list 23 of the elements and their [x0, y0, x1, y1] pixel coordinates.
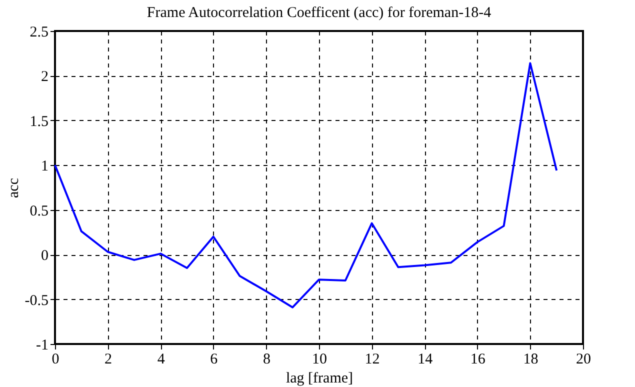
y-tick-label: 1 [41, 158, 48, 175]
y-tick-label: 2.5 [30, 24, 48, 40]
x-tick-label: 6 [210, 352, 218, 368]
x-tick-label: 14 [418, 352, 434, 368]
x-tick-label: 4 [157, 352, 166, 368]
x-tick-label: 12 [364, 352, 380, 368]
y-tick-label: -1 [36, 338, 48, 354]
x-tick-label: 0 [52, 352, 60, 368]
x-tick-label: 10 [312, 352, 327, 368]
x-tick-label: 16 [470, 352, 486, 368]
x-tick-label: 2 [104, 352, 112, 368]
chart-title: Frame Autocorrelation Coefficent (acc) for foreman-18-4 [146, 5, 492, 21]
x-tick-label: 8 [262, 352, 270, 368]
x-axis-title: lag [frame] [286, 370, 354, 386]
y-axis-title: acc [6, 178, 22, 198]
y-tick-label: -0.5 [24, 292, 48, 309]
x-tick-label: 20 [576, 352, 591, 368]
x-tick-label: 18 [523, 352, 538, 368]
y-tick-label: 0 [41, 248, 48, 264]
y-tick-label: 2 [41, 69, 48, 86]
line-series [54, 62, 558, 308]
y-tick-label: 0.5 [30, 203, 48, 220]
y-tick-label: 1.5 [30, 114, 48, 130]
